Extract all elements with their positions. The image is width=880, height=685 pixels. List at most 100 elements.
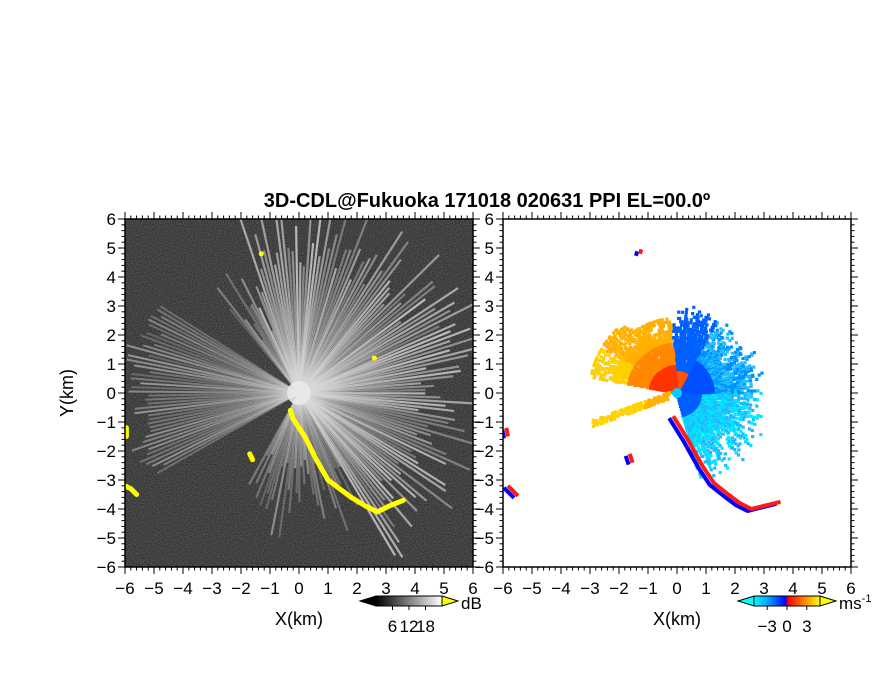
velocity-cell [724, 358, 727, 361]
velocity-cell [733, 383, 736, 386]
velocity-cell [692, 306, 695, 309]
velocity-cell [753, 416, 756, 419]
velocity-cell [611, 361, 614, 364]
velocity-cell [744, 355, 747, 358]
velocity-cell [739, 406, 742, 409]
velocity-cell [700, 328, 703, 331]
velocity-cell [746, 403, 749, 406]
velocity-cell [675, 333, 678, 336]
velocity-cell [729, 414, 732, 417]
velocity-cell [744, 434, 747, 437]
velocity-cell [692, 322, 695, 325]
velocity-cell [701, 455, 704, 458]
velocity-cell [752, 366, 755, 369]
velocity-cell [749, 444, 752, 447]
y-tick-label: 5 [107, 239, 116, 258]
velocity-cell [751, 409, 754, 412]
velocity-cell [710, 332, 713, 335]
velocity-cell [658, 336, 661, 339]
velocity-cell [722, 433, 725, 436]
y-tick-label: 3 [107, 297, 116, 316]
velocity-cell [747, 393, 750, 396]
velocity-cell [709, 451, 712, 454]
velocity-cell [748, 410, 751, 413]
velocity-cell [719, 431, 722, 434]
velocity-cell [740, 361, 743, 364]
velocity-cell [657, 323, 660, 326]
velocity-cell [686, 340, 689, 343]
velocity-cell [619, 377, 622, 380]
velocity-cell [607, 371, 610, 374]
velocity-cell [608, 337, 611, 340]
velocity-cell [756, 414, 759, 417]
velocity-cell [659, 325, 662, 328]
velocity-cell [658, 329, 661, 332]
velocity-cell [738, 442, 741, 445]
velocity-cell [714, 459, 717, 462]
velocity-cell [681, 346, 684, 349]
velocity-cell [695, 320, 698, 323]
velocity-cell [737, 394, 740, 397]
velocity-cell [668, 327, 671, 330]
velocity-cell [751, 374, 754, 377]
velocity-cell [737, 397, 740, 400]
x-tick-label: 2 [352, 579, 361, 598]
velocity-cell [739, 346, 742, 349]
velocity-cell [734, 420, 737, 423]
velocity-cell [603, 343, 606, 346]
velocity-cell [733, 413, 736, 416]
velocity-cell [747, 370, 750, 373]
x-tick-label: −1 [260, 579, 279, 598]
velocity-cell [743, 380, 746, 383]
velocity-cell [750, 352, 753, 355]
velocity-cell [753, 398, 756, 401]
velocity-cell [720, 402, 723, 405]
velocity-cell [711, 326, 714, 329]
velocity-cell [736, 422, 739, 425]
velocity-cell [612, 331, 615, 334]
velocity-cell [737, 363, 740, 366]
velocity-cell [609, 350, 612, 353]
velocity-cell [751, 422, 754, 425]
velocity-cell [748, 364, 751, 367]
velocity-cell [760, 392, 763, 395]
velocity-cell [684, 321, 687, 324]
velocity-cell [728, 457, 731, 460]
velocity-cell [696, 313, 699, 316]
velocity-cell [758, 374, 761, 377]
velocity-cell [749, 382, 752, 385]
x-tick-label: −5 [144, 579, 163, 598]
velocity-cell [747, 386, 750, 389]
velocity-cell [719, 452, 722, 455]
velocity-cell [737, 448, 740, 451]
velocity-cell [738, 375, 741, 378]
velocity-cell [679, 333, 682, 336]
y-tick-label: 0 [107, 384, 116, 403]
velocity-cell [728, 330, 731, 333]
x-tick-label: −3 [202, 579, 221, 598]
velocity-cell [709, 329, 712, 332]
figure-title: 3D-CDL@Fukuoka 171018 020631 PPI EL=00.0… [264, 190, 710, 212]
reflectivity-ylabel: Y(km) [57, 369, 77, 417]
velocity-cell [733, 438, 736, 441]
velocity-cell [608, 368, 611, 371]
velocity-cell [679, 336, 682, 339]
velocity-cell [730, 345, 733, 348]
velocity-cell [598, 359, 601, 362]
velocity-cell [744, 361, 747, 364]
y-tick-label: 2 [107, 326, 116, 345]
velocity-cell [634, 341, 637, 344]
velocity-cell [680, 323, 683, 326]
velocity-cell [747, 397, 750, 400]
velocity-cell [692, 325, 695, 328]
velocity-cell [641, 325, 644, 328]
velocity-cell [667, 324, 670, 327]
velocity-cell [744, 392, 747, 395]
reflectivity-xlabel: X(km) [275, 609, 323, 629]
velocity-cell [624, 347, 627, 350]
velocity-cell [737, 434, 740, 437]
velocity-cell [672, 330, 675, 333]
velocity-cell [733, 448, 736, 451]
